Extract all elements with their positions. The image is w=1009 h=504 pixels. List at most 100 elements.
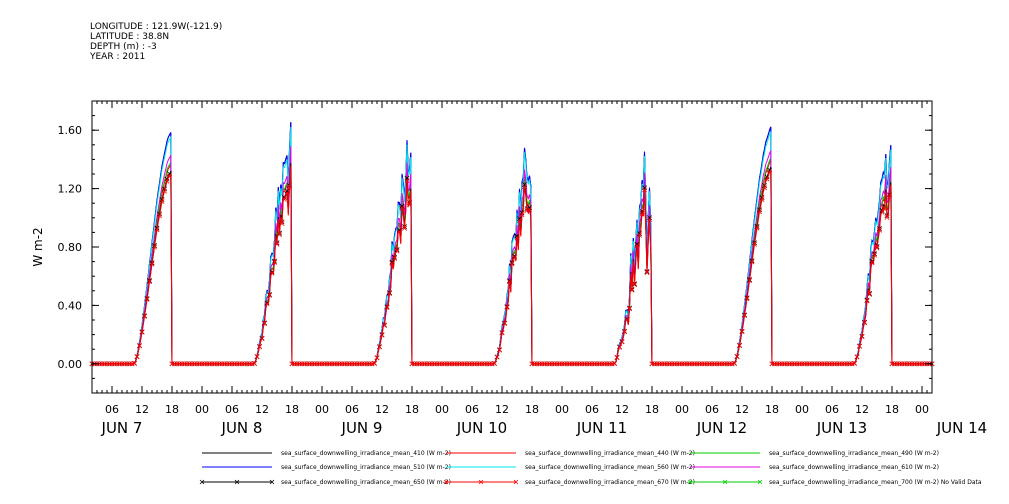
series-point (252, 360, 257, 366)
x-day-label: JUN 14 (936, 419, 987, 437)
series-point (284, 190, 290, 196)
series-point (647, 216, 652, 222)
x-hour-label: 18 (405, 403, 419, 416)
legend-label: sea_surface_downwelling_irradiance_mean_… (281, 450, 451, 457)
series-point (269, 270, 275, 276)
x-day-label: JUN 7 (101, 419, 143, 437)
x-hour-label: 18 (525, 403, 539, 416)
series-layer (89, 122, 935, 367)
series-point (614, 355, 620, 360)
series-line-5 (92, 126, 932, 365)
legend-marker (757, 479, 763, 485)
series-point (867, 291, 872, 297)
x-day-label: JUN 12 (696, 419, 747, 437)
legend-marker (443, 479, 449, 485)
series-point (527, 207, 532, 212)
legend-item-5: sea_surface_downwelling_irradiance_mean_… (446, 464, 695, 471)
series-point (749, 259, 755, 265)
series-point (872, 252, 877, 258)
series-point (742, 313, 747, 319)
series-point (519, 212, 525, 218)
series-point (877, 227, 882, 233)
series-point (644, 270, 650, 276)
series-point (754, 225, 760, 231)
x-hour-label: 06 (345, 403, 359, 416)
series-point (287, 185, 292, 191)
series-point (857, 343, 862, 349)
series-point (734, 354, 740, 360)
y-tick-label: 0.80 (58, 241, 83, 254)
series-point (404, 177, 410, 183)
series-point (259, 336, 265, 342)
x-hour-label: 12 (735, 403, 749, 416)
x-hour-label: 00 (555, 403, 569, 416)
series-point (159, 199, 165, 204)
series-point (394, 248, 400, 254)
series-point (272, 259, 277, 265)
series-point (499, 330, 505, 336)
x-hour-label: 00 (795, 403, 809, 416)
x-day-label: JUN 8 (221, 419, 263, 437)
x-hour-label: 12 (855, 403, 869, 416)
legend-label: sea_surface_downwelling_irradiance_mean_… (769, 450, 939, 457)
series-point (859, 334, 865, 340)
series-point (154, 227, 160, 233)
series-point (157, 213, 162, 219)
series-point (634, 241, 640, 247)
series-point (617, 344, 622, 350)
series-point (152, 244, 157, 250)
x-hour-label: 06 (105, 403, 119, 416)
x-hour-label: 12 (375, 403, 389, 416)
series-point (737, 343, 742, 349)
x-hour-label: 12 (135, 403, 149, 416)
series-point (387, 291, 392, 297)
y-tick-label: 1.60 (58, 124, 83, 137)
series-point (522, 184, 527, 190)
series-point (274, 241, 280, 247)
x-hour-label: 00 (675, 403, 689, 416)
legend-label: sea_surface_downwelling_irradiance_mean_… (769, 464, 939, 471)
header-longitude: LONGITUDE : 121.9W(-121.9) (90, 22, 223, 32)
series-point (492, 360, 497, 366)
series-point (882, 206, 887, 212)
series-point (647, 215, 652, 221)
series-point (517, 216, 522, 222)
x-hour-label: 18 (765, 403, 779, 416)
legend-item-6: sea_surface_downwelling_irradiance_mean_… (690, 464, 939, 471)
series-point (399, 205, 405, 211)
series-point (887, 194, 892, 200)
series-line-6 (92, 146, 932, 365)
y-tick-label: 1.20 (58, 183, 83, 196)
series-point (374, 355, 380, 361)
series-point (879, 209, 885, 215)
legend-item-1: sea_surface_downwelling_irradiance_mean_… (202, 450, 451, 457)
series-point (379, 332, 385, 338)
series-point (612, 360, 617, 366)
x-hour-label: 06 (585, 403, 599, 416)
series-point (399, 203, 405, 209)
series-line-8 (92, 165, 932, 365)
series-point (404, 175, 410, 181)
series-8 (89, 165, 935, 367)
series-point (864, 298, 870, 304)
legend-marker (199, 479, 205, 485)
series-point (139, 329, 145, 335)
series-5 (92, 126, 932, 365)
series-point (507, 279, 512, 285)
series-point (162, 188, 167, 194)
series-point (137, 343, 142, 349)
x-hour-label: 06 (825, 403, 839, 416)
series-point (732, 360, 737, 366)
series-point (372, 360, 377, 366)
series-point (634, 243, 640, 249)
series-point (504, 304, 510, 310)
legend-label: sea_surface_downwelling_irradiance_mean_… (281, 479, 451, 486)
series-point (517, 217, 522, 223)
x-hour-label: 06 (465, 403, 479, 416)
legend-item-9: sea_surface_downwelling_irradiance_mean_… (687, 479, 982, 486)
series-point (759, 197, 765, 202)
series-point (852, 360, 857, 366)
series-point (497, 347, 502, 353)
series-point (254, 354, 260, 360)
